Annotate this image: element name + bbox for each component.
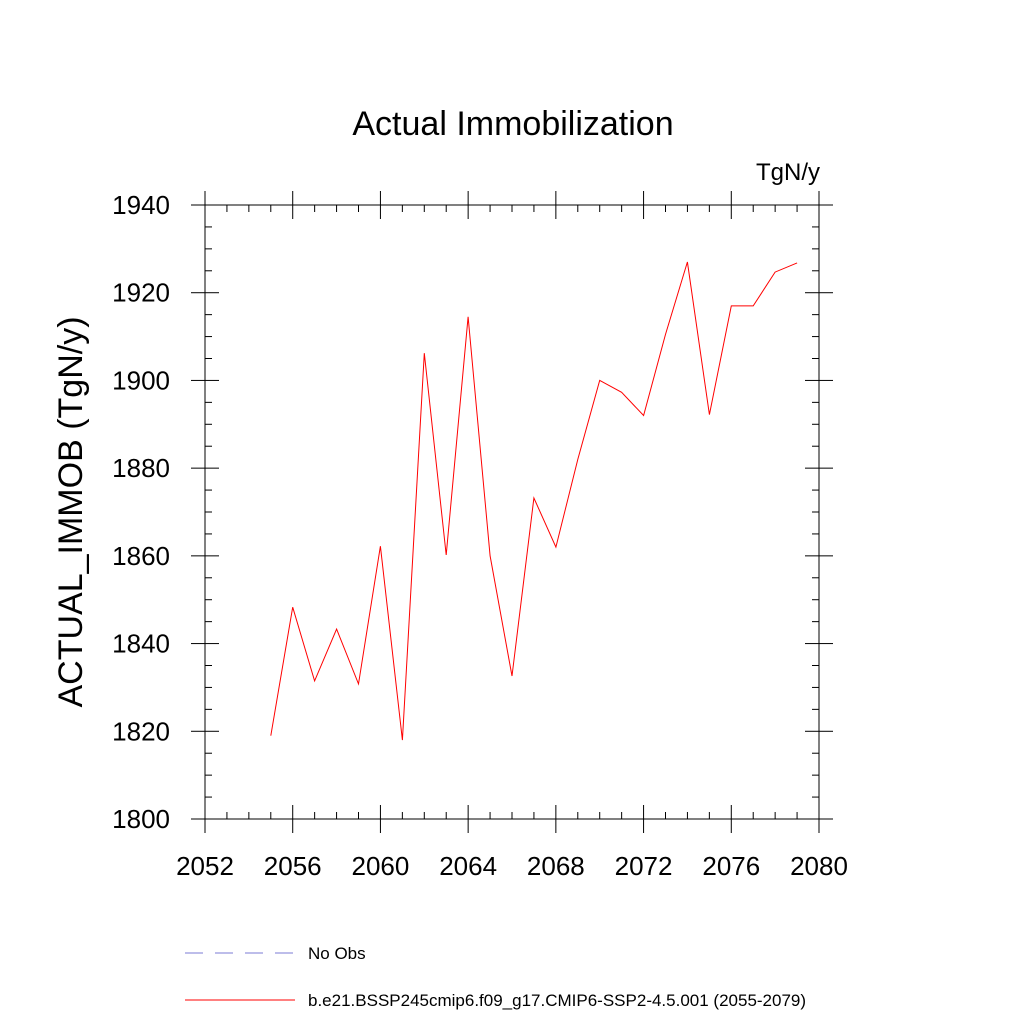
x-tick-label: 2076 <box>702 851 760 881</box>
x-tick-label: 2064 <box>439 851 497 881</box>
x-tick-label: 2052 <box>176 851 234 881</box>
units-label: TgN/y <box>756 159 820 186</box>
y-tick-label: 1860 <box>112 541 170 571</box>
y-axis-label: ACTUAL_IMMOB (TgN/y) <box>52 316 90 707</box>
y-tick-label: 1900 <box>112 365 170 395</box>
legend-label: No Obs <box>308 944 366 963</box>
chart-title: Actual Immobilization <box>352 105 673 143</box>
legend-label: b.e21.BSSP245cmip6.f09_g17.CMIP6-SSP2-4.… <box>308 991 806 1010</box>
y-tick-label: 1940 <box>112 190 170 220</box>
y-tick-label: 1840 <box>112 629 170 659</box>
x-tick-label: 2056 <box>264 851 322 881</box>
series-line <box>270 261 798 741</box>
x-tick-label: 2060 <box>352 851 410 881</box>
y-tick-label: 1920 <box>112 278 170 308</box>
x-tick-label: 2068 <box>527 851 585 881</box>
x-tick-label: 2072 <box>615 851 673 881</box>
y-tick-label: 1800 <box>112 804 170 834</box>
y-tick-label: 1880 <box>112 453 170 483</box>
series-layer <box>270 261 798 741</box>
legend: No Obs b.e21.BSSP245cmip6.f09_g17.CMIP6-S… <box>185 944 806 1010</box>
x-tick-label: 2080 <box>790 851 848 881</box>
y-tick-label: 1820 <box>112 716 170 746</box>
plot-frame <box>204 204 820 820</box>
ticks-layer: 2052 2056 2060 2064 2068 2072 2076 2080 1800 1820… <box>112 190 848 881</box>
